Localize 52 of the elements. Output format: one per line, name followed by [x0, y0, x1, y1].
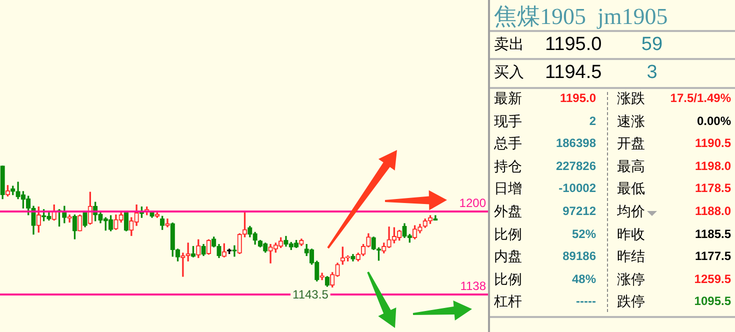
text: 开盘 — [617, 135, 645, 152]
text: 1178.5 — [694, 181, 731, 196]
text: 持仓 — [494, 158, 522, 174]
text: 现手 — [494, 112, 522, 129]
text: 1185.5 — [694, 226, 731, 241]
text: 昨收 — [617, 226, 645, 242]
text: 1195.0 — [545, 34, 602, 55]
ref-line-label: 1138 — [460, 278, 486, 293]
text: 1177.5 — [694, 249, 731, 264]
text: 1259.5 — [694, 272, 731, 286]
text: 89186 — [562, 249, 596, 264]
text: 1190.5 — [694, 136, 731, 150]
text: 0.00% — [696, 114, 731, 128]
text: 59 — [640, 34, 664, 55]
text: 1188.0 — [694, 204, 731, 218]
text: 227826 — [554, 158, 596, 173]
text: 跌停 — [617, 293, 645, 310]
text: 48% — [570, 272, 596, 286]
text: 涨跌 — [617, 90, 645, 106]
text: 内盘 — [494, 248, 522, 264]
text: 速涨 — [617, 112, 645, 129]
text: 最低 — [617, 180, 645, 196]
ref-line-label: 1200 — [459, 196, 486, 210]
text: 焦煤1905 jm1905 — [494, 3, 668, 31]
candlestick — [67, 214, 72, 223]
text: 外盘 — [494, 203, 522, 219]
text: 昨结 — [617, 248, 645, 264]
text: 1194.5 — [545, 62, 602, 83]
text: 杠杆 — [494, 293, 522, 310]
text: 1198.0 — [694, 158, 731, 173]
text: 买入 — [494, 64, 524, 81]
text: 3 — [646, 62, 658, 83]
text: -10002 — [558, 181, 596, 196]
text: 最高 — [617, 158, 645, 174]
text: 均价 — [617, 203, 645, 219]
text: 最新 — [494, 90, 522, 106]
text: 比例 — [494, 270, 522, 287]
text: 97212 — [562, 204, 596, 218]
text: 比例 — [494, 226, 522, 242]
text: 总手 — [494, 135, 522, 152]
candlestick — [232, 245, 237, 257]
text: 17.5/1.49% — [670, 91, 731, 105]
text: 186398 — [554, 136, 596, 150]
text: 52% — [570, 226, 596, 241]
text: 1095.5 — [694, 294, 731, 308]
text: 2 — [588, 114, 596, 128]
text: 1195.0 — [558, 91, 596, 105]
text: 日增 — [494, 180, 522, 196]
text: 涨停 — [617, 270, 645, 287]
text: ----- — [575, 294, 596, 308]
text: 卖出 — [494, 36, 524, 53]
annotation: 1143.5 — [292, 287, 329, 302]
